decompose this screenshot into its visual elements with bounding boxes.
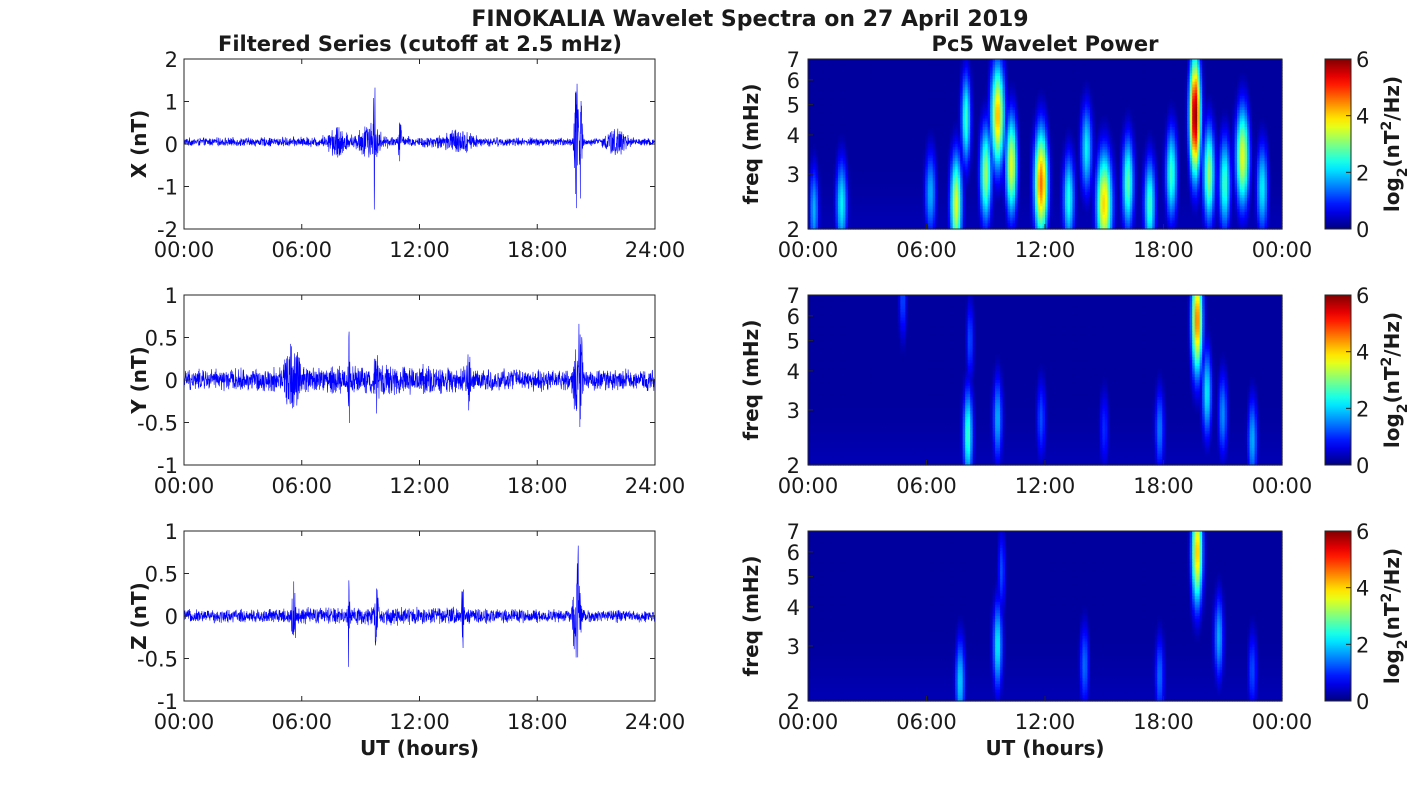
y-axis-label: Z (nT) xyxy=(127,582,151,650)
x-tick-label: 00:00 xyxy=(154,238,215,262)
left-column-title: Filtered Series (cutoff at 2.5 mHz) xyxy=(218,32,622,56)
y-tick-label: -1 xyxy=(157,176,178,200)
figure-title: FINOKALIA Wavelet Spectra on 27 April 20… xyxy=(471,7,1028,32)
y-tick-label: 0 xyxy=(165,605,178,629)
x-tick-label: 00:00 xyxy=(154,474,215,498)
y-tick-label: -0.5 xyxy=(137,648,178,672)
x-tick-label: 18:00 xyxy=(507,238,568,262)
x-tick-label: 18:00 xyxy=(507,710,568,734)
y-tick-label: 0 xyxy=(165,369,178,393)
heatmap-cells xyxy=(808,59,1283,230)
x-tick-label: 24:00 xyxy=(625,238,686,262)
x-axis-label: UT (hours) xyxy=(360,736,479,760)
y-tick-label: 2 xyxy=(165,48,178,72)
x-tick-label: 06:00 xyxy=(271,474,332,498)
y-tick-label: -0.5 xyxy=(137,412,178,436)
x-tick-label: 06:00 xyxy=(271,238,332,262)
x-tick-label: 00:00 xyxy=(154,710,215,734)
x-tick-label: 06:00 xyxy=(271,710,332,734)
x-tick-label: 12:00 xyxy=(389,710,450,734)
x-tick-label: 12:00 xyxy=(389,474,450,498)
x-tick-label: 24:00 xyxy=(625,474,686,498)
y-axis-label: X (nT) xyxy=(127,110,151,179)
x-tick-label: 18:00 xyxy=(507,474,568,498)
y-tick-label: 1 xyxy=(165,520,178,544)
y-tick-label: 1 xyxy=(165,284,178,308)
x-tick-label: 12:00 xyxy=(389,238,450,262)
x-tick-label: 24:00 xyxy=(625,710,686,734)
y-tick-label: 1 xyxy=(165,91,178,115)
right-column-title: Pc5 Wavelet Power xyxy=(932,32,1160,56)
y-tick-label: 0 xyxy=(165,133,178,157)
y-axis-label: Y (nT) xyxy=(127,346,151,415)
